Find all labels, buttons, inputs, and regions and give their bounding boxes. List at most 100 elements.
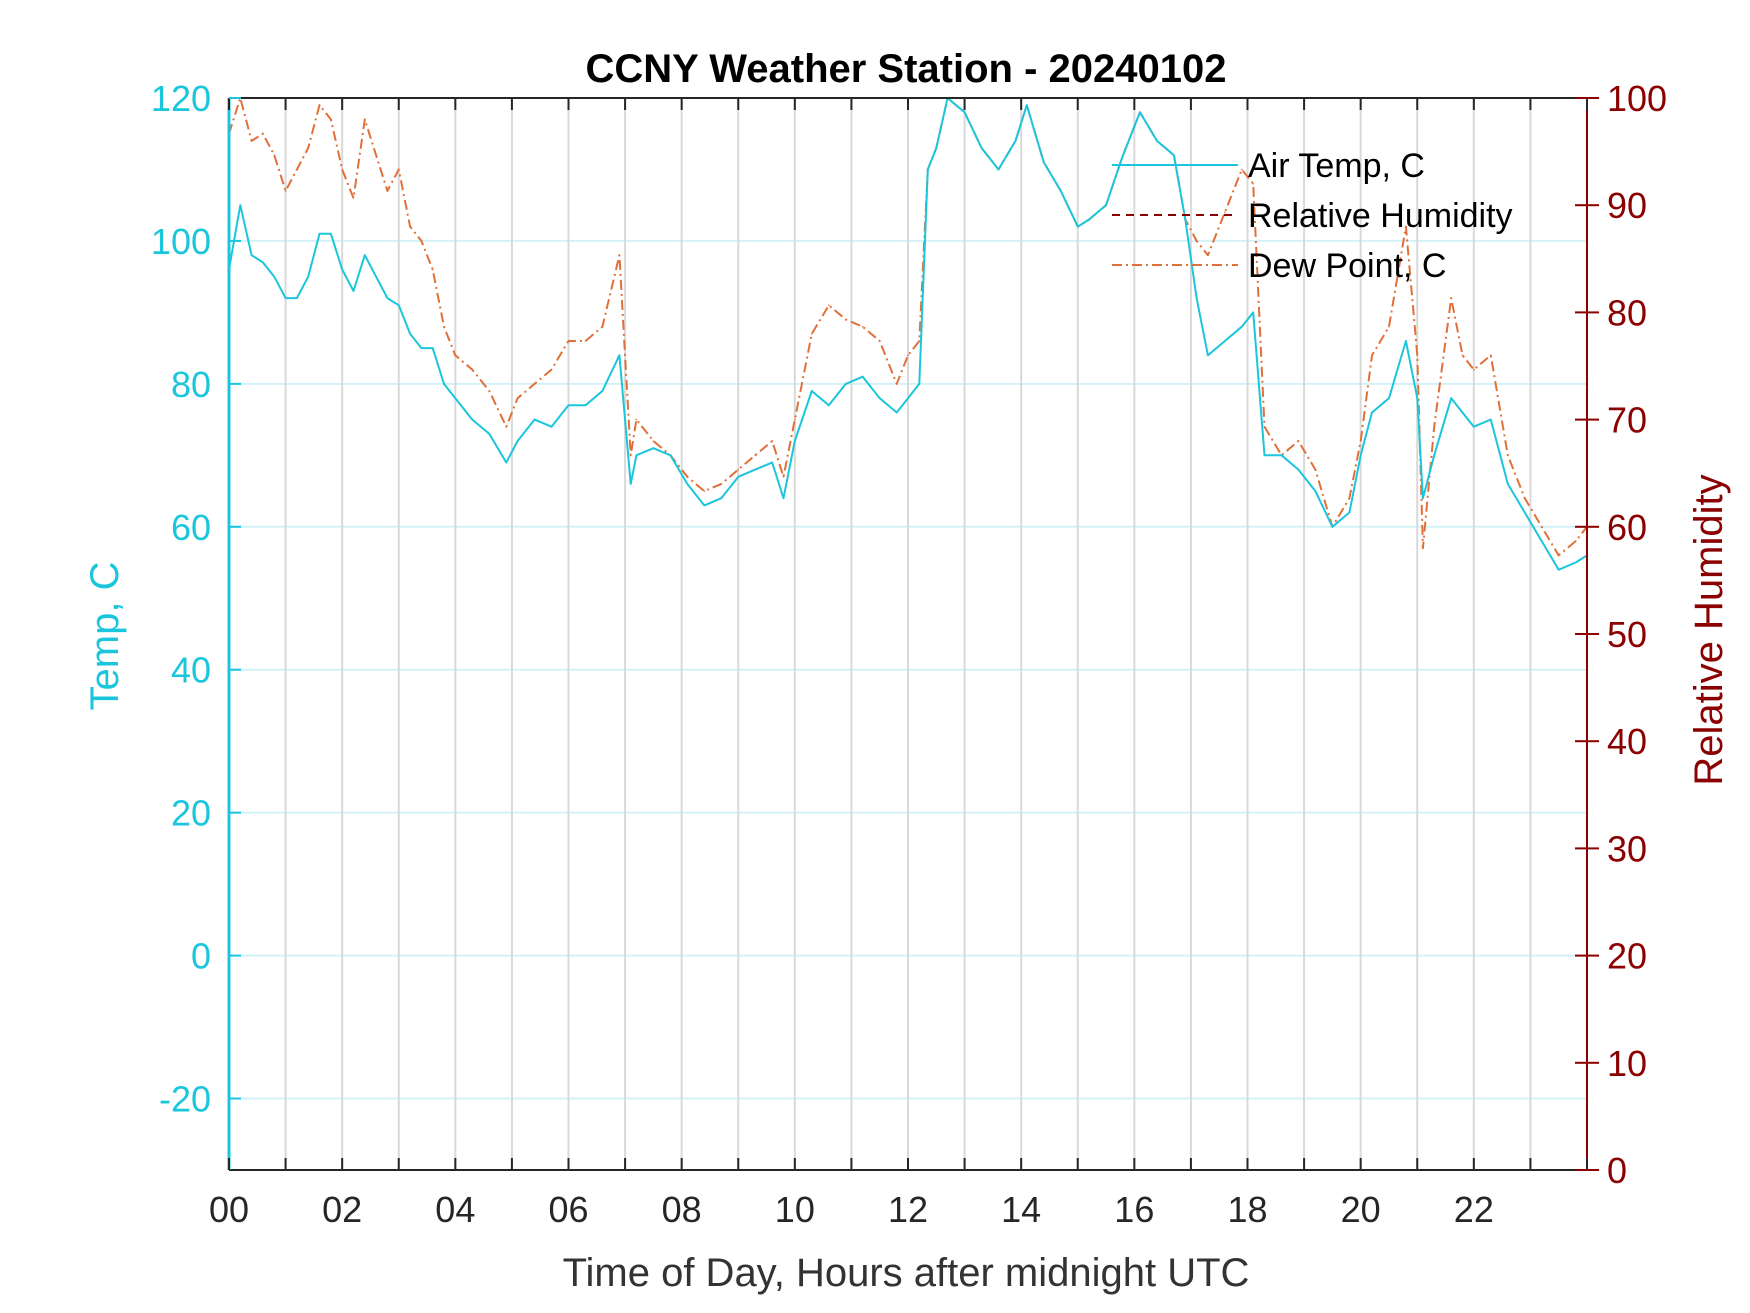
data-point [811,390,813,392]
data-point [861,325,864,328]
data-point [1156,140,1158,142]
data-point [811,333,813,335]
data-point [1523,511,1526,514]
data-point [318,104,321,106]
data-point [420,347,423,349]
data-point [1224,340,1226,342]
data-point [1088,218,1090,221]
data-point [1348,497,1351,500]
data-point [771,440,773,442]
data-point [927,168,929,171]
right-y-tick-label: 20 [1607,936,1647,977]
data-point [895,383,898,385]
data-point [918,383,921,385]
data-point [635,418,638,421]
data-point [907,397,909,399]
legend: Air Temp, C Relative Humidity Dew Point,… [1112,147,1513,285]
data-point [284,190,287,192]
data-point [330,118,332,121]
data-point [1405,225,1407,228]
data-point [844,383,847,385]
data-point [1473,368,1475,371]
data-point [567,340,570,342]
data-point [533,418,536,421]
data-point [375,154,377,156]
data-point [341,268,343,271]
data-point [1195,240,1198,242]
right-y-tick-label: 60 [1607,507,1647,548]
data-point [1331,526,1334,528]
data-point [262,132,264,135]
left-y-tick-label: 120 [151,78,211,119]
data-point [454,397,457,399]
data-point [375,275,377,278]
data-point [918,340,921,342]
data-point [652,447,655,449]
data-point [782,497,785,500]
data-point [618,354,621,357]
data-point [1433,425,1436,428]
data-point [567,404,570,407]
data-point [1184,218,1187,221]
legend-label-dew-point: Dew Point, C [1248,247,1446,285]
data-point [386,297,389,299]
data-point [703,504,706,507]
left-y-axis-ticks: -20 0 20 40 60 80 100 120 [151,78,241,1120]
data-point [720,483,723,485]
left-y-axis-label: Temp, C [83,562,127,711]
data-point [1076,225,1079,228]
data-point [669,454,672,457]
vertical-grid [284,98,1532,1170]
data-point [1574,561,1577,564]
data-point [341,168,343,171]
data-point [397,304,400,307]
data-point [516,397,519,399]
right-y-tick-label: 40 [1607,721,1647,762]
left-y-tick-label: -20 [159,1079,211,1120]
data-point [1224,211,1226,214]
x-axis-ticks: 00 02 04 06 08 10 12 14 16 18 20 22 [209,98,1588,1230]
data-point [686,483,689,485]
data-point [1359,440,1362,442]
data-point [1263,425,1266,428]
data-point [1388,325,1390,328]
data-point [250,140,253,142]
data-point [1195,297,1198,299]
data-point [1461,411,1464,414]
data-point [1416,354,1419,357]
data-point [1241,325,1243,328]
series-layer [228,97,1588,571]
data-point [1280,454,1283,457]
data-point [827,304,830,307]
data-point [397,168,400,171]
chart-title: CCNY Weather Station - 20240102 [586,47,1227,91]
data-point [1388,397,1390,399]
data-point [454,354,457,357]
data-point [296,168,298,171]
left-y-tick-label: 0 [191,936,211,977]
data-point [364,254,366,257]
data-point [1574,540,1577,542]
data-point [488,433,491,435]
data-point [652,440,655,442]
data-point [516,440,519,442]
data-point [420,240,423,242]
data-point [980,147,983,149]
data-point [1122,154,1124,156]
data-point [1263,454,1266,457]
data-point [754,468,757,471]
data-point [409,225,411,228]
data-point [1506,483,1509,485]
data-point [782,475,785,478]
data-point [703,490,706,492]
data-point [1557,554,1560,557]
data-point [273,154,276,156]
data-point [307,147,310,149]
x-tick-label: 14 [1001,1189,1041,1230]
data-point [1371,411,1373,414]
data-point [1371,354,1373,357]
data-point [895,411,898,414]
data-point [1523,497,1526,500]
data-point [584,404,587,407]
data-point [307,275,310,278]
